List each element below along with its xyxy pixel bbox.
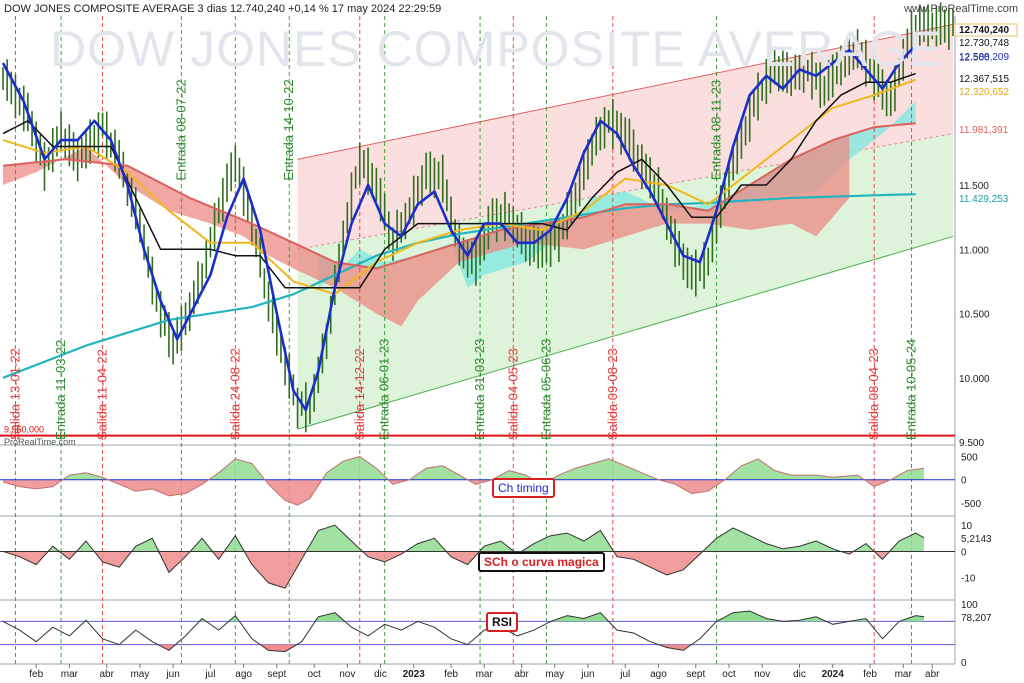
x-tick-25: mar <box>895 669 913 680</box>
indicator-1-tick-1: 0 <box>961 547 967 558</box>
signal-label-7: Entrada 06-01-23 <box>377 339 392 440</box>
signal-label-1: Entrada 11-03-22 <box>53 340 68 440</box>
price-tick-2: 11.000 <box>959 245 989 256</box>
x-tick-7: sept <box>267 669 286 680</box>
x-tick-22: dic <box>793 669 806 680</box>
chart-header-title: DOW JONES COMPOSITE AVERAGE 3 dias 12.74… <box>4 3 442 15</box>
x-tick-6: ago <box>235 669 252 680</box>
signal-label-3: Entrada 08-07-22 <box>173 79 188 180</box>
indicator-2-line <box>2 610 925 653</box>
indicator-1-last-value: 5,2143 <box>961 534 992 545</box>
signal-label-13: Salida 08-04-23 <box>866 348 881 440</box>
signal-label-4: Salida 24-08-22 <box>227 348 242 440</box>
x-tick-5: jul <box>204 669 215 680</box>
x-tick-20: oct <box>722 669 736 680</box>
x-tick-12: feb <box>444 669 458 680</box>
legend-value-4: 12.320,652 <box>959 87 1009 98</box>
indicator-1-negative-fill <box>3 551 924 589</box>
x-tick-23: 2024 <box>822 669 845 680</box>
x-tick-21: nov <box>754 669 770 680</box>
x-tick-14: abr <box>514 669 529 680</box>
series-ma-short <box>1 44 917 412</box>
legend-value-1: 12.730,748 <box>959 38 1009 49</box>
series-ma-black <box>2 72 916 289</box>
indicator-0-tick-2: -500 <box>961 499 981 510</box>
indicator-0-line <box>2 456 925 506</box>
sch-curva-magica-label: SCh o curva magica <box>478 552 605 572</box>
indicator-0-tick-0: 500 <box>961 453 978 464</box>
indicator-0-tick-1: 0 <box>961 476 967 487</box>
legend-value-5: 11.981,391 <box>959 125 1009 136</box>
indicator-2-last-value: 78,207 <box>961 613 992 624</box>
channel-upper-line <box>297 23 954 160</box>
signal-label-9: Salida 04-05-23 <box>505 348 520 440</box>
indicator-2-tick-1: 0 <box>961 658 967 669</box>
price-tick-0: 12.500 <box>959 53 990 64</box>
legend-value-3: 12.367,515 <box>959 74 1009 85</box>
indicator-0-positive-fill <box>3 456 924 480</box>
x-tick-15: may <box>545 669 564 680</box>
x-tick-17: jul <box>619 669 630 680</box>
rsi-label: RSI <box>486 612 519 632</box>
cloud-red <box>3 134 850 327</box>
x-tick-19: sept <box>686 669 705 680</box>
x-tick-1: mar <box>61 669 79 680</box>
channel-lower-line <box>297 235 954 430</box>
x-tick-3: may <box>130 669 149 680</box>
signal-label-11: Salida 09-08-23 <box>605 348 620 440</box>
series-ma-red <box>2 122 916 270</box>
x-tick-18: ago <box>650 669 667 680</box>
x-tick-13: mar <box>476 669 494 680</box>
signal-label-12: Entrada 08-11-23 <box>709 80 724 180</box>
x-tick-10: dic <box>374 669 387 680</box>
indicator-1-positive-fill <box>3 525 924 552</box>
indicator-2-tick-0: 100 <box>961 600 978 611</box>
prt-panel-label: ProRealTime.com <box>4 437 76 447</box>
price-tick-5: 9.500 <box>959 438 984 449</box>
x-tick-4: jun <box>165 669 179 680</box>
rsi-overbought-fill <box>3 611 924 622</box>
axes: 12.500 11.500 11.000 10.500 10.000 9.500 12.74… <box>4 23 1018 680</box>
indicator-1-tick-2: -10 <box>961 574 976 585</box>
ch-timing-label: Ch timing <box>492 478 555 498</box>
x-tick-8: oct <box>307 669 321 680</box>
watermark-title: DOW JONES COMPOSITE AVERAGE <box>50 21 943 77</box>
legend-value-6: 11.429,253 <box>959 194 1009 205</box>
price-tick-3: 10.500 <box>959 310 990 321</box>
last-price-box <box>954 23 1018 37</box>
indicator-1-tick-0: 10 <box>961 521 973 532</box>
series-ma-yellow <box>2 78 917 296</box>
x-tick-2: abr <box>99 669 114 680</box>
indicator-0-negative-fill <box>3 479 924 506</box>
x-tick-26: abr <box>925 669 940 680</box>
prorealtime-brand-link[interactable]: www.ProRealTime.com <box>904 3 1018 15</box>
signal-label-5: Entrada 14-10-22 <box>281 79 296 180</box>
signal-label-14: Entrada 10-05-24 <box>904 339 919 440</box>
price-tick-1: 11.500 <box>959 181 989 192</box>
support-label: 9.550,000 <box>4 425 44 435</box>
signal-label-0: Salida 13-01-22 <box>7 348 22 440</box>
moving-averages <box>1 44 917 412</box>
price-tick-4: 10.000 <box>959 374 990 385</box>
x-tick-11: 2023 <box>403 669 426 680</box>
indicator-1-line <box>2 524 925 589</box>
x-tick-16: jun <box>580 669 594 680</box>
signal-labels: Salida 13-01-22 Entrada 11-03-22 Salida 11… <box>7 79 918 440</box>
signal-label-2: Salida 11-04-22 <box>95 349 110 440</box>
signal-label-6: Salida 14-12-22 <box>352 348 367 440</box>
x-tick-0: feb <box>29 669 43 680</box>
legend-value-2: 12.588,209 <box>959 52 1009 63</box>
x-tick-24: feb <box>863 669 877 680</box>
signal-label-8: Entrada 31-03-23 <box>472 339 487 440</box>
x-tick-9: nov <box>339 669 355 680</box>
legend-value-0: 12.740,240 <box>959 25 1009 36</box>
signal-label-10: Entrada 05-06-23 <box>538 339 553 440</box>
